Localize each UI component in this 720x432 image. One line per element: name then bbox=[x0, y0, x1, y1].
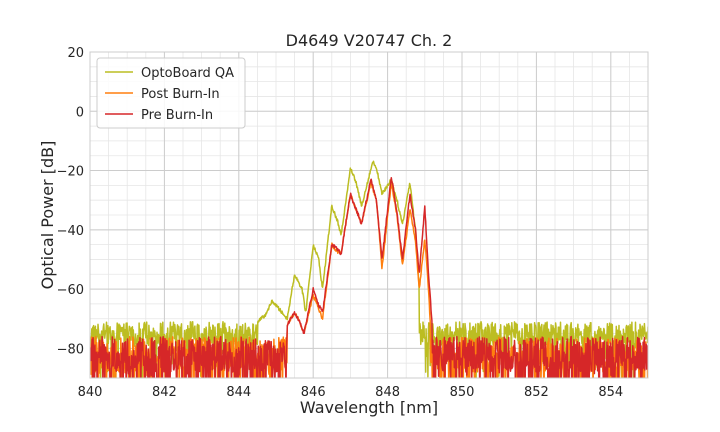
x-tick-label: 844 bbox=[226, 385, 251, 400]
x-tick-label: 840 bbox=[78, 385, 103, 400]
legend-label: OptoBoard QA bbox=[141, 66, 234, 81]
x-tick-label: 846 bbox=[301, 385, 326, 400]
legend-box bbox=[96, 57, 246, 129]
x-tick-label: 850 bbox=[450, 385, 475, 400]
legend-label: Pre Burn-In bbox=[141, 108, 213, 123]
y-tick-label: 0 bbox=[76, 105, 84, 120]
legend-label: Post Burn-In bbox=[141, 87, 220, 102]
chart-title: D4649 V20747 Ch. 2 bbox=[286, 31, 453, 50]
series-line-3 bbox=[90, 177, 648, 378]
x-tick-label: 848 bbox=[375, 385, 400, 400]
x-axis-label: Wavelength [nm] bbox=[300, 398, 438, 417]
y-axis-ticks: −80 −60 −40 −20 0 20 bbox=[57, 46, 84, 357]
y-tick-label: −80 bbox=[57, 342, 84, 357]
y-tick-label: −20 bbox=[57, 165, 84, 180]
y-axis-label: Optical Power [dB] bbox=[38, 141, 57, 290]
y-tick-label: 20 bbox=[67, 46, 84, 61]
plot-frame bbox=[89, 51, 649, 379]
x-tick-label: 852 bbox=[524, 385, 549, 400]
legend: OptoBoard QA Post Burn-In Pre Burn-In bbox=[96, 57, 246, 129]
x-tick-label: 842 bbox=[152, 385, 177, 400]
series-group bbox=[90, 160, 648, 378]
x-axis-ticks: 840 842 844 846 848 850 852 854 bbox=[78, 385, 624, 400]
y-tick-label: −40 bbox=[57, 224, 84, 239]
y-tick-label: −60 bbox=[57, 283, 84, 298]
x-tick-label: 854 bbox=[598, 385, 623, 400]
